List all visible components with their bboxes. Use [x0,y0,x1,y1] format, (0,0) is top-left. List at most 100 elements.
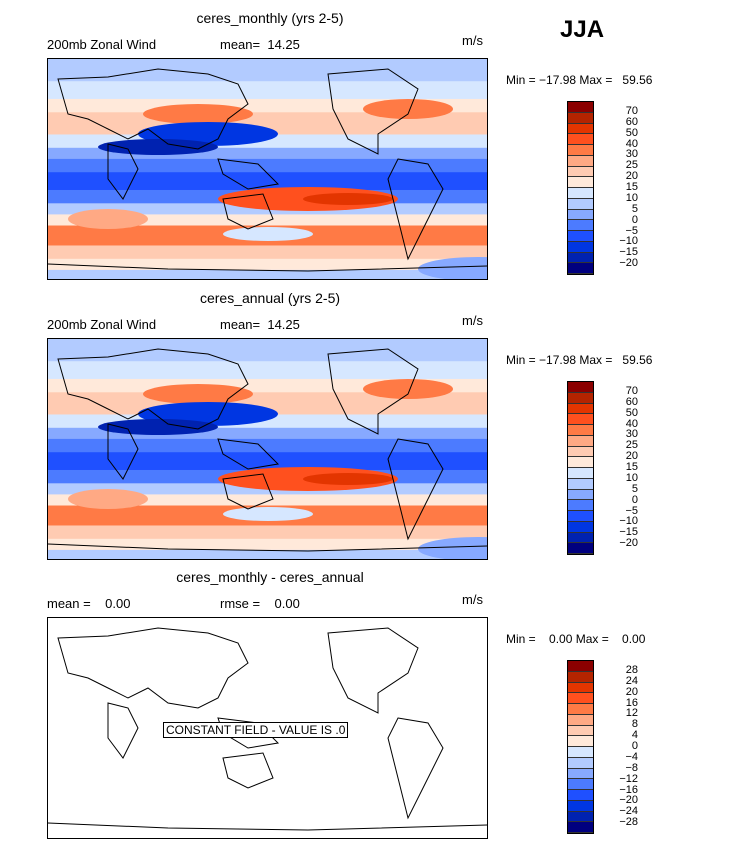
colorbar-tick-label: 16 [625,696,638,709]
colorbar-tick-label: −5 [625,504,638,517]
colorbar-tick-label: −10 [619,515,638,528]
colorbar-swatch [568,403,593,415]
contour-band [48,538,487,551]
coastline [327,68,419,155]
mean-stat: mean= 14.25 [220,317,300,332]
colorbar-swatch [568,521,593,533]
colorbar-swatch [568,682,593,694]
colorbar-labels: 70 60 50 40 30 25 20 15 10 5 0 −5 −10 −15 −20 [598,101,638,275]
contour-band [48,245,487,260]
colorbar-tick-label: −16 [619,783,638,796]
contour-region [303,473,393,485]
colorbar-swatch [568,241,593,253]
coastline [107,143,139,200]
units-label: m/s [462,33,483,48]
min-max-label: Min = −17.98 Max = 59.56 [506,353,653,367]
colorbar-swatch [568,392,593,404]
colorbar-tick-label: 10 [625,471,638,484]
contour-region [418,537,487,559]
colorbar-swatch [568,704,593,715]
colorbar-swatch [568,489,593,501]
colorbar-tick-label: 15 [625,461,638,473]
colorbar-tick-label: 15 [625,181,638,193]
panel-title: ceres_annual (yrs 2-5) [199,290,341,306]
colorbar-tick-label: 28 [625,663,638,676]
colorbar-swatch [568,736,593,747]
colorbar-tick-label: 0 [631,213,638,226]
contour-band [48,258,487,271]
colorbar-tick-label: −8 [625,761,638,774]
colorbar-swatch [568,511,593,522]
coastline [57,627,249,709]
colorbar-swatch [568,768,593,780]
colorbar-tick-label: −12 [619,772,638,785]
coastline [217,438,280,470]
contour-band [48,361,487,380]
units-label: m/s [462,313,483,328]
colorbar-swatch [568,800,593,812]
colorbar-swatch [568,382,593,393]
contour-region [98,139,218,155]
colorbar-swatch [568,532,593,544]
colorbar-swatch [568,209,593,221]
colorbar-tick-label: 5 [631,202,638,215]
coastline [57,68,249,150]
colorbar-swatch [568,414,593,425]
colorbar-tick-label: −15 [619,526,638,539]
colorbar-tick-label: 20 [625,685,638,698]
colorbar-labels: 70 60 50 40 30 25 20 15 10 5 0 −5 −10 −15 −20 [598,381,638,555]
colorbar-swatch [568,102,593,113]
contour-region [68,209,148,229]
constant-field-note: CONSTANT FIELD - VALUE IS .0 [163,722,349,738]
season-label: JJA [560,16,605,43]
zonal-wind-map [47,58,488,280]
coastline [222,193,274,230]
colorbar-tick-label: −24 [619,805,638,818]
coastline [387,438,444,541]
colorbar-swatch [568,155,593,167]
contour-region [363,99,453,119]
colorbar-swatch [568,425,593,436]
contour-band [48,269,487,279]
contour-band [48,59,487,83]
coastline [222,752,274,789]
colorbar-swatch [568,134,593,145]
colorbar-swatch [568,457,593,468]
coastline [387,158,444,261]
variable-label: mean = 0.00 [47,596,131,611]
colorbar-swatch [568,714,593,726]
colorbar-tick-label: 20 [625,450,638,463]
colorbar-swatch [568,263,593,274]
colorbar-swatch [568,661,593,672]
colorbar-tick-label: −4 [625,750,638,763]
colorbar-tick-label: 60 [625,395,638,408]
colorbar-tick-label: −20 [619,537,638,550]
colorbar-swatch [568,220,593,231]
contour-region [363,379,453,399]
colorbar-tick-label: −15 [619,246,638,259]
coastline [327,348,419,435]
contour-band [48,81,487,100]
colorbar-swatch [568,446,593,458]
contour-band [48,172,487,191]
coastline [48,263,487,272]
colorbar-swatch [568,747,593,758]
colorbar-tick-label: −20 [619,257,638,270]
contour-band [48,438,487,454]
mean-stat: mean= 14.25 [220,37,300,52]
colorbar-tick-label: −28 [619,816,638,829]
colorbar-swatch [568,112,593,124]
colorbar-swatch [568,725,593,737]
zonal-wind-map [47,338,488,560]
colorbar-swatch [568,252,593,264]
colorbar-swatch [568,693,593,704]
colorbar-swatch [568,435,593,447]
colorbar-swatch [568,543,593,554]
colorbar [567,660,594,834]
colorbar-swatch [568,671,593,683]
colorbar-swatch [568,231,593,242]
colorbar-swatch [568,779,593,790]
colorbar-swatch [568,790,593,801]
colorbar-swatch [568,198,593,210]
colorbar-tick-label: 12 [625,707,638,720]
